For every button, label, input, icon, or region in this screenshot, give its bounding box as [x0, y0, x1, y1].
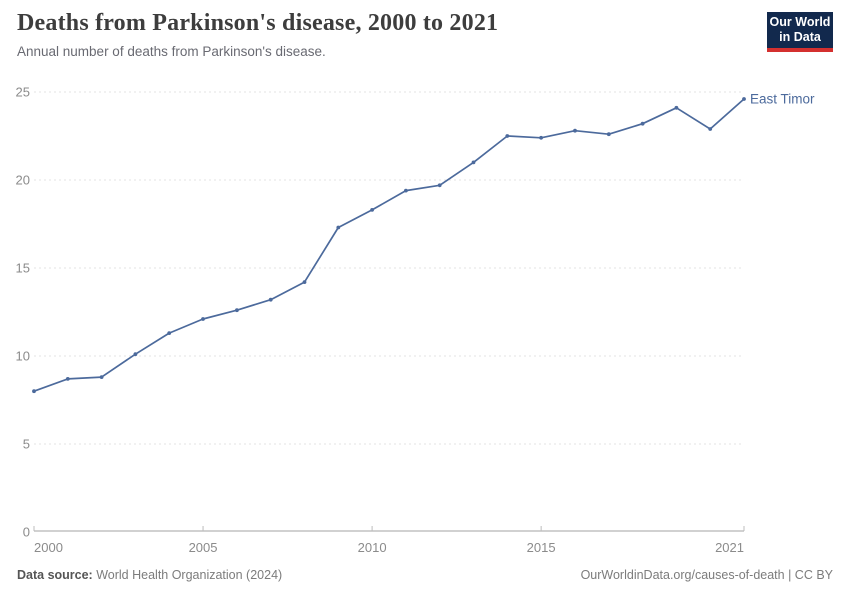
data-point-2021[interactable] — [742, 97, 746, 101]
y-tick-label-25: 25 — [16, 85, 30, 100]
data-point-2000[interactable] — [32, 389, 36, 394]
data-source-name: World Health Organization (2024) — [96, 568, 283, 582]
credit-link[interactable]: OurWorldinData.org/causes-of-death | CC … — [580, 568, 833, 582]
data-point-2003[interactable] — [133, 352, 138, 357]
x-tick-label-2021: 2021 — [715, 540, 744, 555]
x-tick-label-2010: 2010 — [358, 540, 387, 555]
data-point-2006[interactable] — [235, 308, 239, 313]
x-tick-label-2005: 2005 — [189, 540, 218, 555]
chart-header: Deaths from Parkinson's disease, 2000 to… — [17, 10, 833, 59]
data-point-2012[interactable] — [437, 183, 442, 188]
data-point-2008[interactable] — [302, 280, 307, 284]
line-series-east-timor[interactable]: East Timor — [32, 92, 815, 394]
data-point-2017[interactable] — [606, 132, 611, 137]
data-point-2020[interactable] — [708, 127, 713, 131]
x-tick-label-2015: 2015 — [527, 540, 556, 555]
data-point-2011[interactable] — [404, 188, 408, 193]
data-source-label: Data source: — [17, 568, 93, 582]
data-point-2010[interactable] — [370, 208, 374, 212]
data-point-2016[interactable] — [573, 128, 577, 133]
data-point-2019[interactable] — [674, 105, 679, 110]
chart-svg[interactable]: 0 5 10 15 20 25 2000 2005 2010 2015 2021 East Timor — [0, 0, 850, 560]
owid-logo[interactable]: Our World in Data — [767, 12, 833, 52]
y-tick-label-0: 0 — [23, 525, 30, 540]
y-tick-label-20: 20 — [16, 173, 30, 188]
page-title: Deaths from Parkinson's disease, 2000 to… — [17, 10, 499, 36]
data-point-2007[interactable] — [268, 297, 273, 302]
data-point-2018[interactable] — [640, 121, 645, 126]
y-tick-label-15: 15 — [16, 261, 30, 276]
data-point-2013[interactable] — [471, 160, 476, 165]
owid-logo-line1: Our World — [769, 15, 831, 30]
chart-footer: Data source: World Health Organization (… — [17, 568, 833, 582]
data-point-2001[interactable] — [65, 377, 70, 381]
y-tick-label-10: 10 — [16, 349, 30, 364]
data-point-2005[interactable] — [201, 317, 205, 321]
series-end-label[interactable]: East Timor — [750, 92, 815, 107]
y-tick-label-5: 5 — [23, 437, 30, 452]
series-line — [33, 98, 745, 393]
data-point-2004[interactable] — [167, 331, 172, 335]
data-source: Data source: World Health Organization (… — [17, 568, 282, 582]
x-tick-label-2000: 2000 — [34, 540, 63, 555]
owid-logo-line2: in Data — [779, 30, 821, 44]
chart-subtitle: Annual number of deaths from Parkinson's… — [17, 44, 326, 59]
data-point-2014[interactable] — [505, 134, 510, 138]
data-point-2015[interactable] — [539, 135, 543, 140]
data-point-2009[interactable] — [336, 225, 341, 230]
data-point-2002[interactable] — [99, 375, 104, 379]
